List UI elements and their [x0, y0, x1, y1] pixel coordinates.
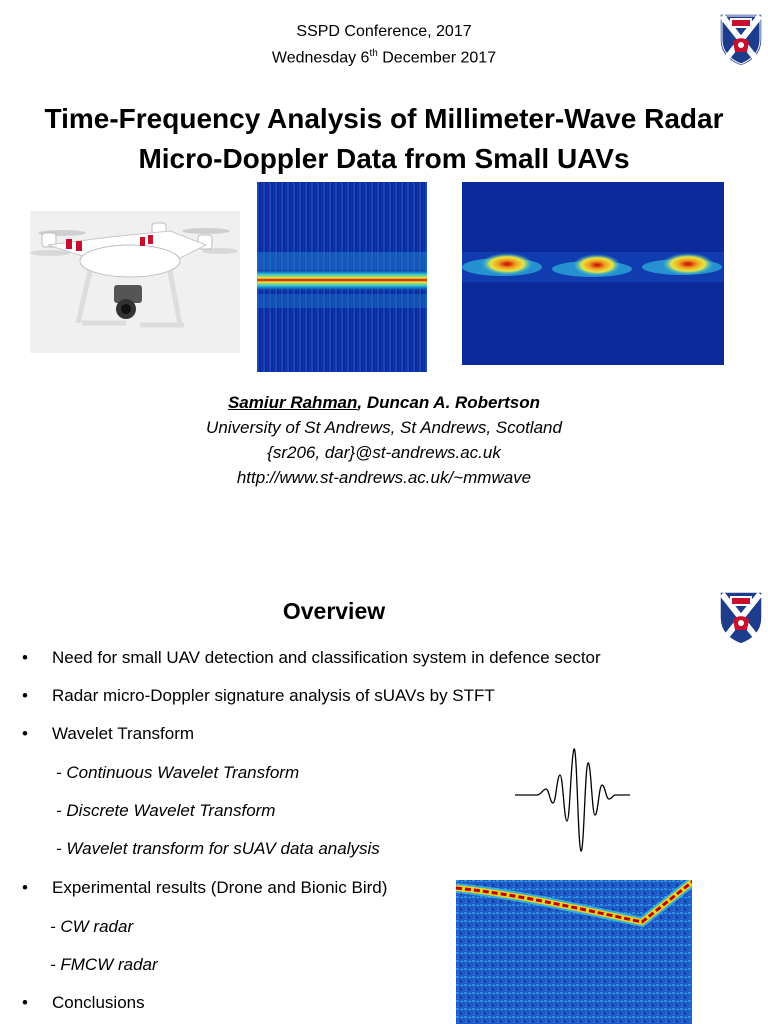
sub-bullet-item: - Continuous Wavelet Transform [56, 763, 300, 782]
drone-photo [30, 211, 240, 353]
sub-bullet-item: - CW radar [50, 917, 134, 936]
overview-heading: Overview [282, 598, 386, 624]
author-duncan-robertson: Duncan A. Robertson [366, 393, 541, 412]
conference-name: SSPD Conference, 2017 [296, 23, 472, 40]
wavelet-illustration [515, 748, 630, 852]
author-emails: {sr206, dar}@st-andrews.ac.uk [267, 443, 501, 462]
presentation-title-line-2: Micro-Doppler Data from Small UAVs [138, 143, 630, 174]
bird-spectrogram-image [456, 880, 692, 1024]
overview-slide: Overview • Need for small UAV detection a… [0, 580, 768, 1024]
cw-spectrogram-image [257, 182, 427, 372]
affiliation: University of St Andrews, St Andrews, Sc… [206, 418, 562, 437]
presentation-title-line-1: Time-Frequency Analysis of Millimeter-Wa… [44, 103, 724, 134]
university-crest-icon-2 [719, 591, 763, 645]
sub-bullet-item: - FMCW radar [50, 955, 158, 974]
author-samiur-rahman: Samiur Rahman [227, 393, 358, 412]
university-crest-icon [719, 13, 763, 67]
title-slide: SSPD Conference, 2017 Wednesday 6th Dece… [30, 13, 763, 487]
sub-bullet-item: - Discrete Wavelet Transform [56, 801, 276, 820]
lab-url[interactable]: http://www.st-andrews.ac.uk/~mmwave [236, 468, 532, 487]
conference-date: Wednesday 6th December 2017 [271, 48, 497, 67]
author-line: Samiur Rahman, Duncan A. Robertson [227, 393, 541, 412]
sub-bullet-item: - Wavelet transform for sUAV data analys… [56, 839, 380, 858]
fmcw-spectrogram-image [462, 182, 724, 365]
